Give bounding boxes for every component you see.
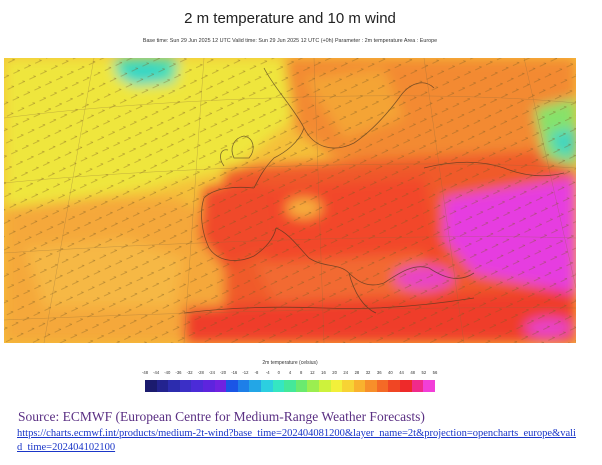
legend-tick-label: -4 bbox=[265, 370, 270, 375]
legend-tick-label: 20 bbox=[332, 370, 337, 375]
legend-tick-label: -32 bbox=[186, 370, 193, 375]
legend-swatch bbox=[365, 380, 377, 392]
legend-tick-label: 8 bbox=[299, 370, 303, 375]
legend-swatch bbox=[191, 380, 203, 392]
legend-swatch bbox=[307, 380, 319, 392]
legend-swatch bbox=[272, 380, 285, 392]
legend-swatch bbox=[330, 380, 343, 392]
legend-swatch bbox=[179, 380, 192, 392]
legend-tick-label: 56 bbox=[432, 370, 438, 375]
legend-tick-label: 44 bbox=[399, 370, 404, 375]
legend-swatch bbox=[411, 380, 424, 392]
legend-swatch bbox=[249, 380, 261, 392]
source-link[interactable]: https://charts.ecmwf.int/products/medium… bbox=[17, 428, 576, 453]
legend-swatch bbox=[342, 380, 354, 392]
legend-tick-label: 48 bbox=[410, 370, 416, 375]
legend-swatch bbox=[318, 380, 331, 392]
legend-tick-label: -24 bbox=[208, 370, 215, 375]
legend-tick-label: -36 bbox=[175, 370, 182, 375]
legend-tick-label: -16 bbox=[231, 370, 238, 375]
legend-swatch bbox=[145, 380, 157, 392]
legend-tick-label: 0 bbox=[277, 370, 281, 375]
legend-tick-label: -8 bbox=[254, 370, 259, 375]
legend-tick-label: -28 bbox=[197, 370, 204, 375]
legend-swatch bbox=[202, 380, 215, 392]
legend-tick-label: 4 bbox=[288, 370, 292, 375]
temperature-map bbox=[4, 58, 576, 343]
legend-swatch bbox=[423, 380, 435, 392]
legend-tick-label: 52 bbox=[421, 370, 427, 375]
source-credit: Source: ECMWF (European Centre for Mediu… bbox=[18, 409, 425, 424]
legend-swatch bbox=[388, 380, 401, 392]
legend-tick-label: -48 bbox=[141, 370, 149, 375]
wind-vectors bbox=[4, 58, 576, 343]
legend-tick-label: 36 bbox=[376, 370, 382, 375]
legend-swatch bbox=[260, 380, 273, 392]
map-subtitle: Base time: Sun 29 Jun 2025 12 UTC Valid … bbox=[142, 38, 438, 44]
legend-swatch bbox=[226, 380, 238, 392]
legend-tick-label: -20 bbox=[220, 370, 227, 375]
map-title: 2 m temperature and 10 m wind bbox=[184, 10, 396, 27]
legend-tick-label: -44 bbox=[153, 370, 160, 375]
legend-swatch bbox=[168, 380, 180, 392]
legend-tick-label: -40 bbox=[164, 370, 171, 375]
color-scale-legend bbox=[145, 380, 435, 392]
legend-tick-label: 24 bbox=[343, 370, 349, 375]
legend-tick-label: -12 bbox=[242, 370, 249, 375]
legend-swatch bbox=[237, 380, 250, 392]
legend-swatch bbox=[376, 380, 389, 392]
legend-tick-label: 32 bbox=[365, 370, 371, 375]
legend-tick-label: 28 bbox=[354, 370, 360, 375]
legend-ticks: -48 -44 -40 -36 -32 -28 -24 -20 -16 -12 -8 -4 0 4 8 12 1… bbox=[141, 370, 438, 378]
legend-swatch bbox=[284, 380, 296, 392]
legend-swatch bbox=[353, 380, 366, 392]
legend-swatch bbox=[156, 380, 169, 392]
legend-swatch bbox=[400, 380, 412, 392]
legend-tick-label: 40 bbox=[388, 370, 393, 375]
legend-title: 2m temperature (celsius) bbox=[262, 360, 318, 366]
legend-swatch bbox=[295, 380, 308, 392]
legend-swatch bbox=[214, 380, 227, 392]
legend-tick-label: 16 bbox=[321, 370, 326, 375]
legend-tick-label: 12 bbox=[309, 370, 315, 375]
